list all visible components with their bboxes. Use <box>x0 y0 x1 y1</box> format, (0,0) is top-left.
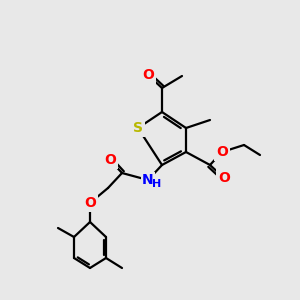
Text: O: O <box>104 153 116 167</box>
Text: O: O <box>218 171 230 185</box>
Text: O: O <box>84 196 96 210</box>
Text: S: S <box>133 121 143 135</box>
Text: N: N <box>142 173 154 187</box>
Text: O: O <box>216 145 228 159</box>
Text: O: O <box>142 68 154 82</box>
Text: H: H <box>152 179 162 189</box>
